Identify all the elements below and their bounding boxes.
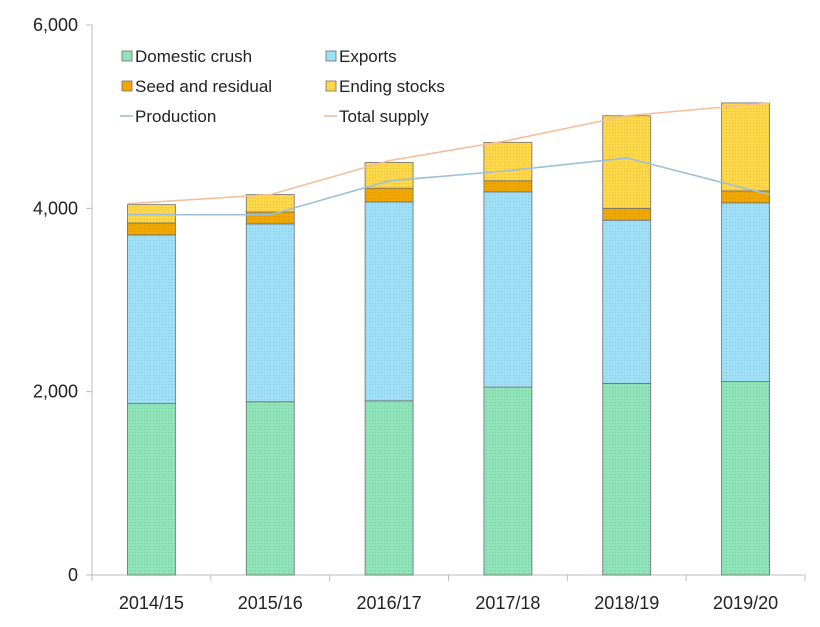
line-total-supply (127, 102, 770, 205)
bar-texture-seed-and-residual (483, 180, 532, 192)
legend-swatch-ending-stocks (325, 80, 337, 92)
x-tick-label: 2014/15 (119, 593, 184, 613)
x-tick-label: 2017/18 (475, 593, 540, 613)
legend-label-exports: Exports (339, 47, 397, 66)
bar-texture-domestic-crush (246, 401, 295, 575)
legend-label-ending-stocks: Ending stocks (339, 77, 445, 96)
legend-swatch-seed-and-residual (121, 80, 133, 92)
y-tick-label: 2,000 (33, 382, 78, 402)
legend-label-production: Production (135, 107, 216, 126)
bar-texture-ending-stocks (246, 194, 295, 212)
legend-label-total-supply: Total supply (339, 107, 429, 126)
legend-swatch-exports (325, 50, 337, 62)
bar-texture-domestic-crush (602, 383, 651, 575)
bar-texture-exports (246, 223, 295, 402)
x-tick-label: 2016/17 (357, 593, 422, 613)
bar-texture-exports (602, 220, 651, 384)
bar-texture-seed-and-residual (602, 208, 651, 221)
bar-texture-seed-and-residual (246, 212, 295, 224)
y-tick-label: 6,000 (33, 15, 78, 35)
legend-label-seed-and-residual: Seed and residual (135, 77, 272, 96)
bar-texture-ending-stocks (365, 162, 414, 189)
x-tick-label: 2018/19 (594, 593, 659, 613)
bar-texture-exports (721, 202, 770, 382)
bar-texture-ending-stocks (127, 204, 176, 223)
bar-texture-seed-and-residual (365, 188, 414, 202)
bar-texture-seed-and-residual (127, 223, 176, 235)
y-tick-label: 0 (68, 565, 78, 585)
bar-texture-seed-and-residual (721, 190, 770, 203)
bar-texture-ending-stocks (721, 102, 770, 191)
y-tick-label: 4,000 (33, 198, 78, 218)
bar-texture-domestic-crush (365, 400, 414, 575)
x-tick-label: 2019/20 (713, 593, 778, 613)
bar-texture-domestic-crush (721, 381, 770, 575)
legend-swatch-domestic-crush (121, 50, 133, 62)
bar-texture-ending-stocks (483, 142, 532, 181)
bar-texture-exports (483, 191, 532, 388)
line-production (127, 157, 770, 216)
legend-label-domestic-crush: Domestic crush (135, 47, 252, 66)
x-tick-label: 2015/16 (238, 593, 303, 613)
bar-texture-domestic-crush (127, 403, 176, 575)
bar-texture-domestic-crush (483, 387, 532, 575)
bar-texture-exports (365, 201, 414, 401)
bar-texture-exports (127, 234, 176, 404)
